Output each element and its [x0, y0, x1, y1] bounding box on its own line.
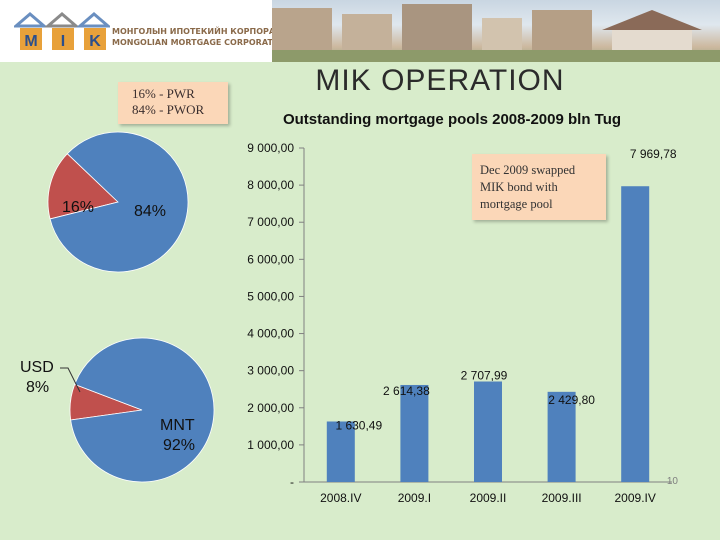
x-tick-label: 2008.IV: [320, 491, 361, 505]
pie-slice-mnt: [70, 337, 215, 483]
pie-label-usd-percent: 8%: [26, 379, 49, 396]
pie-legend-pwr: 16% - PWR: [132, 86, 195, 101]
annotation-box: Dec 2009 swapped MIK bond with mortgage …: [472, 154, 606, 220]
buildings-photo: [272, 4, 720, 62]
company-logo: M I K: [14, 12, 110, 50]
logo-letter-k: K: [89, 33, 101, 50]
slide-title: MIK OPERATION: [315, 64, 565, 97]
usd-leader-line: [60, 367, 81, 393]
x-tick-label: 2009.III: [542, 491, 582, 505]
pie-legend-box: 16% - PWR 84% - PWOR: [118, 82, 228, 124]
data-label: 2 614,38: [383, 384, 430, 398]
pie-label-mnt-currency: MNT: [160, 417, 195, 434]
pie-slice-pwor: [49, 131, 189, 273]
pie-chart-currency: USD 8% MNT 92%: [20, 337, 215, 483]
x-tick-label: 2009.IV: [615, 491, 656, 505]
bar-2009.I: [400, 384, 429, 482]
pie-legend-pwor: 84% - PWOR: [132, 102, 205, 117]
y-tick-label: 8 000,00: [247, 178, 294, 192]
y-tick-label: 5 000,00: [247, 289, 294, 303]
org-name-mn: МОНГОЛЫН ИПОТЕКИЙН КОРПОРАЦИ: [112, 27, 290, 36]
header-bar: M I K МОНГОЛЫН ИПОТЕКИЙН КОРПОРАЦИ MONGO…: [0, 0, 720, 62]
y-tick-label: 9 000,00: [247, 141, 294, 155]
page-number: 10: [667, 476, 679, 487]
bar-2009.III: [547, 391, 576, 482]
data-label: 1 630,49: [335, 418, 382, 432]
logo-letter-m: M: [24, 33, 37, 50]
pie-slice-pwr: [47, 153, 119, 220]
header-photo: [272, 0, 720, 62]
y-tick-label: 1 000,00: [247, 438, 294, 452]
pie-label-usd-currency: USD: [20, 359, 54, 376]
bar-2009.II: [474, 381, 502, 482]
data-label: 2 707,99: [461, 369, 508, 383]
bar-2008.IV: [326, 421, 355, 482]
y-tick-label: 3 000,00: [247, 364, 294, 378]
bar-chart: - 1 000,00 2 000,00 3 000,00 4 000,00 5 000,0…: [247, 141, 678, 505]
pie-label-pwr: 16%: [62, 199, 94, 216]
org-name-en: MONGOLIAN MORTGAGE CORPORATION: [112, 38, 290, 47]
pie-label-mnt-percent: 92%: [163, 437, 195, 454]
y-tick-label: 6 000,00: [247, 252, 294, 266]
chart-title: Outstanding mortgage pools 2008-2009 bln…: [282, 111, 622, 128]
x-tick-label: 2009.I: [398, 491, 431, 505]
logo-letter-i: I: [61, 33, 65, 50]
y-tick-label: 2 000,00: [247, 401, 294, 415]
data-label: 2 429,80: [548, 393, 595, 407]
bar-2009.IV: [621, 186, 650, 482]
y-tick-label: 4 000,00: [247, 327, 294, 341]
x-tick-label: 2009.II: [470, 491, 507, 505]
y-tick-label: -: [290, 475, 294, 489]
pie-label-pwor: 84%: [134, 203, 166, 220]
org-name: МОНГОЛЫН ИПОТЕКИЙН КОРПОРАЦИ MONGOLIAN M…: [112, 26, 289, 48]
data-label: 7 969,78: [630, 147, 677, 161]
y-tick-label: 7 000,00: [247, 215, 294, 229]
pie-chart-pwr: 16% 84%: [47, 131, 189, 273]
